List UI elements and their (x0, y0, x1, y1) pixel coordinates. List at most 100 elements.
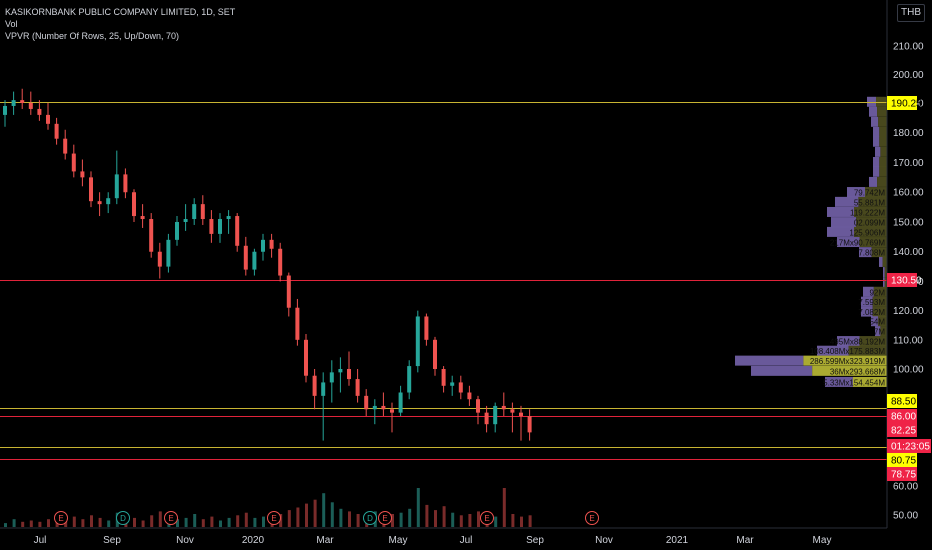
candle-body (114, 174, 119, 199)
volume-bar (72, 516, 76, 527)
volume-profile-down-bar (852, 376, 887, 387)
volume-bars (4, 488, 532, 527)
earnings-marker[interactable]: E (585, 511, 599, 525)
marker-circle (363, 511, 377, 525)
time-tick-label: Mar (316, 535, 334, 546)
candle-body (63, 138, 68, 154)
earnings-marker[interactable]: E (164, 511, 178, 525)
earnings-marker[interactable]: E (378, 511, 392, 525)
volume-profile-label: 7M (874, 328, 885, 337)
price-badge-bg (887, 96, 917, 110)
volume-profile-down-bar (878, 316, 887, 327)
candle-body (166, 239, 171, 267)
time-tick-label: Jul (34, 535, 47, 546)
volume-profile-down-bar (877, 176, 887, 187)
candle-body (484, 412, 489, 425)
candle-body (132, 192, 136, 217)
volume-profile-down-bar (859, 237, 887, 248)
price-badge-label: 86.00 (891, 412, 916, 423)
volume-profile-down-bar (880, 326, 887, 337)
marker-letter: D (367, 514, 373, 523)
time-axis[interactable]: Jul Sep Nov 2020 Mar May Jul Sep Nov 2021 Mar May (0, 527, 887, 546)
price-badge-bg (887, 439, 931, 453)
dividend-marker[interactable]: D (116, 511, 130, 525)
marker-circle (267, 511, 281, 525)
volume-bar (21, 521, 25, 527)
volume-profile-up-bar (873, 136, 880, 147)
volume-profile-label: 02.099M (854, 219, 885, 228)
volume-profile-label: 125.906M (849, 228, 885, 237)
volume-bar (434, 510, 437, 527)
volume-profile-label: 286.599Mx323.919M (810, 357, 886, 366)
volume-profile-label: 7.808M (858, 249, 885, 258)
candle-body (106, 198, 111, 205)
volume-profile-up-bar (875, 146, 881, 157)
earnings-marker[interactable]: E (54, 511, 68, 525)
volume-profile-up-bar (827, 226, 854, 237)
vpvr-indicator-label[interactable]: VPVR (Number Of Rows, 25, Up/Down, 70) (5, 31, 180, 41)
price-tick-label: 200.00 (893, 70, 924, 81)
volume-profile-label: 495Mx88.192M (830, 338, 885, 347)
candle-body (510, 409, 515, 413)
candle-body (46, 114, 50, 124)
candlesticks[interactable] (3, 88, 532, 441)
marker-letter: E (271, 514, 276, 523)
volume-bar (201, 519, 205, 527)
candle-body (149, 219, 154, 252)
earnings-marker[interactable]: E (480, 511, 494, 525)
volume-profile-down-bar (880, 146, 887, 157)
volume-bar (330, 502, 334, 527)
volume-profile-up-bar (825, 376, 853, 387)
price-badge-bg (887, 453, 917, 467)
volume-bar (477, 511, 480, 527)
volume-bar (520, 516, 523, 527)
horizontal-lines (0, 102, 887, 460)
volume-profile-down-bar (876, 96, 887, 107)
candle-body (140, 216, 145, 220)
volume-bar (494, 516, 498, 527)
time-tick-label: Sep (103, 535, 121, 546)
candle-body (200, 204, 205, 220)
volume-bar (133, 517, 136, 527)
volume-profile-up-bar (861, 306, 873, 317)
candle-body (3, 105, 7, 115)
volume-bar (141, 520, 145, 527)
price-badge-bg (887, 467, 917, 481)
volume-bar (391, 514, 394, 527)
volume-bar (4, 523, 7, 527)
dividend-marker[interactable]: D (363, 511, 377, 525)
volume-profile-label: 119.222M (850, 208, 885, 217)
volume-indicator-label[interactable]: Vol (5, 19, 18, 29)
volume-profile-up-bar (859, 247, 872, 258)
volume-profile-down-bar (872, 306, 887, 317)
candle-body (286, 275, 291, 308)
candle-body (11, 100, 16, 106)
candle-body (467, 392, 472, 400)
price-badge-label: 01:23:05 (891, 442, 930, 453)
volume-profile-down-bar (858, 196, 887, 207)
symbol-title[interactable]: KASIKORNBANK PUBLIC COMPANY LIMITED, 1D,… (5, 7, 236, 17)
candle-body (97, 201, 102, 205)
earnings-marker[interactable]: E (267, 511, 281, 525)
candle-body (381, 405, 386, 410)
marker-circle (585, 511, 599, 525)
marker-circle (54, 511, 68, 525)
volume-bar (262, 516, 265, 527)
volume-profile-up-bar (751, 365, 813, 376)
volume-bar (348, 511, 351, 527)
volume-bar (399, 512, 403, 527)
currency-label[interactable]: THB (897, 4, 925, 22)
volume-bar (408, 508, 412, 527)
volume-profile-down-bar (865, 187, 887, 198)
volume-bar (184, 517, 188, 527)
candle-body (433, 339, 437, 369)
price-tick-label: 150.00 (893, 217, 924, 228)
volume-bar (236, 515, 240, 527)
volume-profile-up-bar (879, 256, 883, 267)
volume-profile-up-bar (817, 345, 849, 356)
volume-profile-up-bar (883, 267, 885, 278)
